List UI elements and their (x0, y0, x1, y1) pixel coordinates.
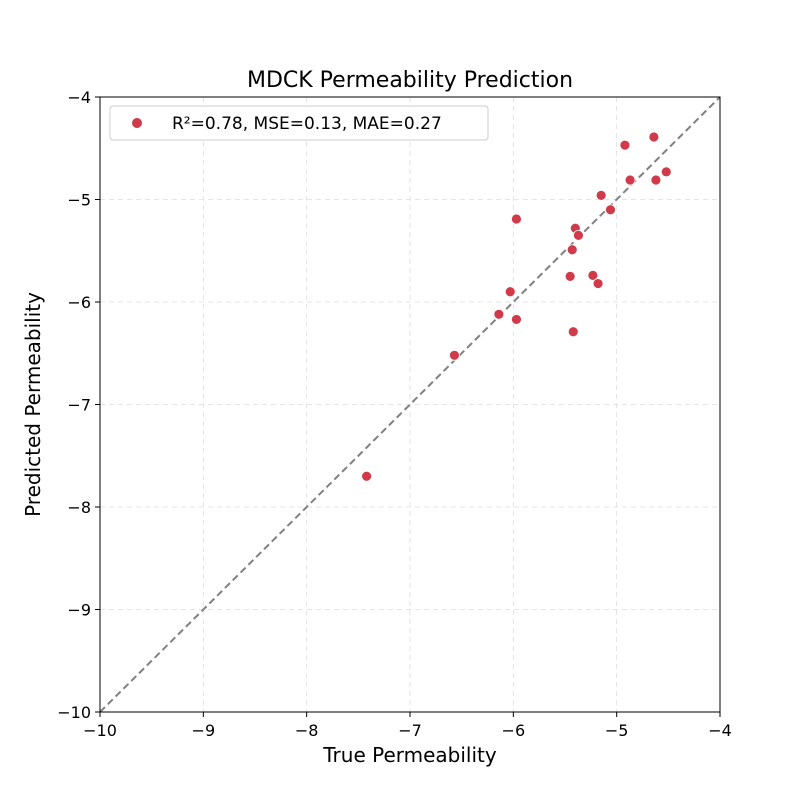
x-tick-label: −6 (502, 721, 526, 740)
axis-ticks: −10 −9 −8 −7 −6 −5 −4 −10 −9 −8 −7 −6 −5 −4 (57, 88, 732, 740)
data-point (511, 314, 522, 325)
x-tick-label: −10 (83, 721, 117, 740)
y-tick-label: −7 (67, 396, 91, 415)
y-tick-label: −5 (67, 191, 91, 210)
x-tick-label: −4 (708, 721, 732, 740)
data-point (493, 308, 505, 320)
x-tick-label: −5 (605, 721, 629, 740)
legend: R²=0.78, MSE=0.13, MAE=0.27 (109, 105, 489, 141)
data-point (573, 229, 584, 241)
y-tick-label: −8 (67, 498, 91, 517)
data-point (624, 174, 636, 186)
data-point (566, 244, 578, 256)
data-points (361, 131, 672, 482)
data-point (605, 204, 616, 216)
x-tick-label: −7 (398, 721, 422, 740)
legend-entry: R²=0.78, MSE=0.13, MAE=0.27 (172, 114, 442, 134)
data-point (595, 189, 607, 201)
data-point (567, 326, 579, 338)
chart-title: MDCK Permeability Prediction (247, 68, 573, 93)
x-tick-label: −9 (192, 721, 216, 740)
data-point (592, 278, 604, 289)
data-point (660, 166, 672, 178)
data-point (648, 131, 660, 143)
y-tick-label: −6 (67, 293, 91, 312)
y-tick-label: −9 (67, 601, 91, 620)
y-tick-label: −4 (67, 88, 91, 107)
data-point (504, 286, 516, 298)
legend-box (109, 105, 489, 141)
data-point (587, 269, 599, 281)
data-point (619, 139, 631, 151)
x-tick-label: −8 (295, 721, 319, 740)
data-point (511, 213, 522, 225)
data-point (449, 349, 460, 361)
y-tick-label: −10 (57, 703, 91, 722)
data-point (650, 174, 662, 186)
y-axis-label: Predicted Permeability (21, 292, 45, 517)
data-point (564, 270, 576, 282)
legend-marker (132, 118, 142, 128)
x-axis-label: True Permeability (322, 743, 497, 767)
data-point (361, 470, 373, 482)
identity-line (99, 96, 721, 713)
